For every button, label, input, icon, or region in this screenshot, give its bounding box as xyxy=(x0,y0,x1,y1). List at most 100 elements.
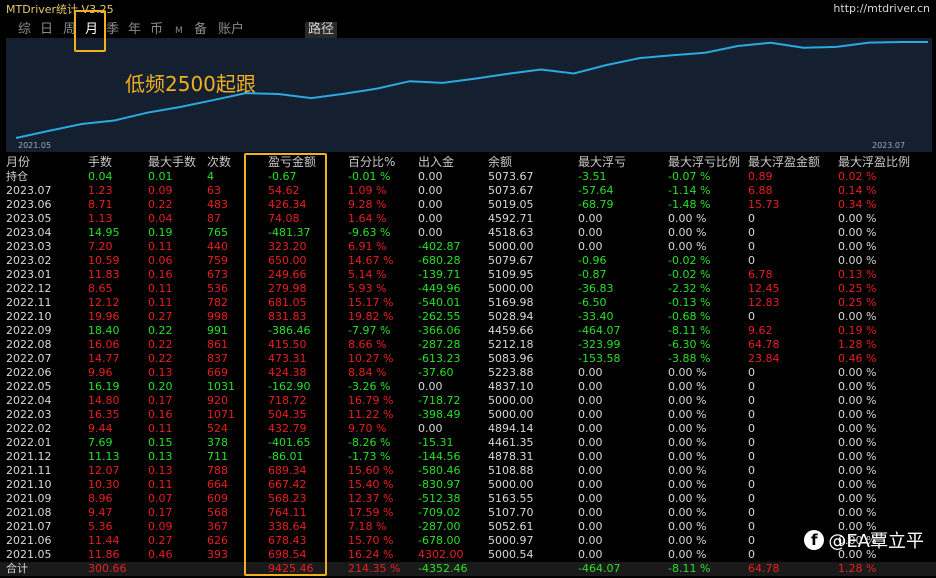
table-cell: 0.00 xyxy=(578,478,603,491)
tab-3[interactable]: 月 xyxy=(85,22,99,37)
table-cell: 0.01 xyxy=(148,170,173,183)
site-url[interactable]: http://mtdriver.cn xyxy=(833,2,930,15)
tab-7[interactable]: M xyxy=(175,26,183,36)
table-cell: 0.11 xyxy=(148,282,173,295)
table-cell: 568 xyxy=(207,506,228,519)
tab-10[interactable]: 路径 xyxy=(305,22,338,38)
table-cell: 12.45 xyxy=(748,282,780,295)
table-cell: 4878.31 xyxy=(488,450,534,463)
table-cell: 0 xyxy=(748,240,755,253)
table-cell: 678.43 xyxy=(268,534,307,547)
table-row: 2023.01 11.83 0.16 673 249.66 5.14 % -139.71 51… xyxy=(0,268,936,282)
table-cell: -8.11 % xyxy=(668,324,711,337)
table-cell: -1.14 % xyxy=(668,184,711,197)
table-cell: 0.22 xyxy=(148,198,173,211)
table-cell: 12.12 xyxy=(88,296,120,309)
table-cell: 0.00 % xyxy=(838,492,877,505)
table-cell: 5212.18 xyxy=(488,338,534,351)
table-cell: 0.00 xyxy=(578,436,603,449)
column-header[interactable]: 最大浮盈金额 xyxy=(748,155,821,169)
table-cell: 63 xyxy=(207,184,221,197)
table-cell: 8.66 % xyxy=(348,338,387,351)
table-cell: 424.38 xyxy=(268,366,307,379)
column-header[interactable]: 最大浮亏 xyxy=(578,155,627,169)
table-cell: 0 xyxy=(748,226,755,239)
column-header[interactable]: 最大手数 xyxy=(148,155,197,169)
column-header[interactable]: 月份 xyxy=(6,155,31,169)
column-header[interactable]: 余额 xyxy=(488,155,513,169)
column-header[interactable]: 盈亏金额 xyxy=(268,155,317,169)
table-cell: 16.79 % xyxy=(348,394,394,407)
column-header[interactable]: 最大浮盈比例 xyxy=(838,155,911,169)
table-cell: 2023.05 xyxy=(6,212,52,225)
table-cell: 0.14 % xyxy=(838,184,877,197)
table-cell: 2021.11 xyxy=(6,464,52,477)
table-cell: 681.05 xyxy=(268,296,307,309)
tab-4[interactable]: 季 xyxy=(106,22,120,37)
tab-9[interactable]: 账户 xyxy=(218,22,245,37)
table-cell: 998 xyxy=(207,310,228,323)
table-row: 2021.06 11.44 0.27 626 678.43 15.70 % -678.00 5… xyxy=(0,534,936,548)
table-cell: -401.65 xyxy=(268,436,311,449)
table-cell: -830.97 xyxy=(418,478,461,491)
tab-8[interactable]: 备 xyxy=(194,22,208,37)
tab-5[interactable]: 年 xyxy=(128,22,142,37)
table-cell: 393 xyxy=(207,548,228,561)
table-cell: 2022.10 xyxy=(6,310,52,323)
table-cell: 5079.67 xyxy=(488,254,534,267)
tab-6[interactable]: 币 xyxy=(150,22,164,37)
table-cell: -481.37 xyxy=(268,226,311,239)
total-cell: 300.66 xyxy=(88,562,127,575)
highlight-box-pnl-column xyxy=(244,153,327,576)
table-cell: -3.26 % xyxy=(348,380,391,393)
table-cell: 0.00 % xyxy=(668,366,707,379)
column-header[interactable]: 次数 xyxy=(207,155,232,169)
table-cell: 0.00 % xyxy=(838,464,877,477)
column-header[interactable]: 出入金 xyxy=(418,155,455,169)
tab-2[interactable]: 周 xyxy=(63,22,77,37)
table-cell: 673 xyxy=(207,268,228,281)
table-header: 月份 手数 最大手数 次数 盈亏金额 百分比% 出入金 余额 最大浮亏 最大浮亏比例 最大浮盈金额 最… xyxy=(0,155,936,169)
table-cell: 0 xyxy=(748,366,755,379)
table-cell: 9.70 % xyxy=(348,422,387,435)
column-header[interactable]: 百分比% xyxy=(348,155,396,169)
table-cell: -287.00 xyxy=(418,520,461,533)
table-cell: 持仓 xyxy=(6,170,28,183)
table-cell: 0.00 % xyxy=(838,310,877,323)
tab-1[interactable]: 日 xyxy=(40,22,54,37)
table-cell: 87 xyxy=(207,212,221,225)
watermark: f @EA覃立平 xyxy=(804,527,924,553)
table-cell: 483 xyxy=(207,198,228,211)
table-cell: 0.00 % xyxy=(668,380,707,393)
table-cell: 0.00 % xyxy=(668,478,707,491)
table-cell: -0.01 % xyxy=(348,170,391,183)
table-cell: 0 xyxy=(748,408,755,421)
table-cell: 667.42 xyxy=(268,478,307,491)
table-cell: 5019.05 xyxy=(488,198,534,211)
table-cell: 2022.01 xyxy=(6,436,52,449)
table-cell: 0 xyxy=(748,464,755,477)
table-cell: -580.46 xyxy=(418,464,461,477)
table-cell: -1.48 % xyxy=(668,198,711,211)
table-cell: 2021.10 xyxy=(6,478,52,491)
table-row: 2023.03 7.20 0.11 440 323.20 6.91 % -402.87 500… xyxy=(0,240,936,254)
column-header[interactable]: 最大浮亏比例 xyxy=(668,155,741,169)
table-cell: 536 xyxy=(207,282,228,295)
table-cell: 0 xyxy=(748,254,755,267)
table-cell: 10.27 % xyxy=(348,352,394,365)
table-cell: 0.00 % xyxy=(838,212,877,225)
table-cell: -0.13 % xyxy=(668,296,711,309)
table-cell: 0.00 xyxy=(578,366,603,379)
table-cell: 2022.03 xyxy=(6,408,52,421)
table-cell: 5000.00 xyxy=(488,240,534,253)
table-cell: 9.96 xyxy=(88,366,113,379)
table-cell: 0.00 xyxy=(418,422,443,435)
table-cell: -6.50 xyxy=(578,296,607,309)
equity-line xyxy=(15,41,928,139)
table-cell: 0.17 xyxy=(148,394,173,407)
tab-0[interactable]: 综 xyxy=(18,22,32,37)
total-cell: 合计 xyxy=(6,562,28,575)
table-cell: 8.65 xyxy=(88,282,113,295)
column-header[interactable]: 手数 xyxy=(88,155,113,169)
table-row: 2023.04 14.95 0.19 765 -481.37 -9.63 % 0.00 451… xyxy=(0,226,936,240)
